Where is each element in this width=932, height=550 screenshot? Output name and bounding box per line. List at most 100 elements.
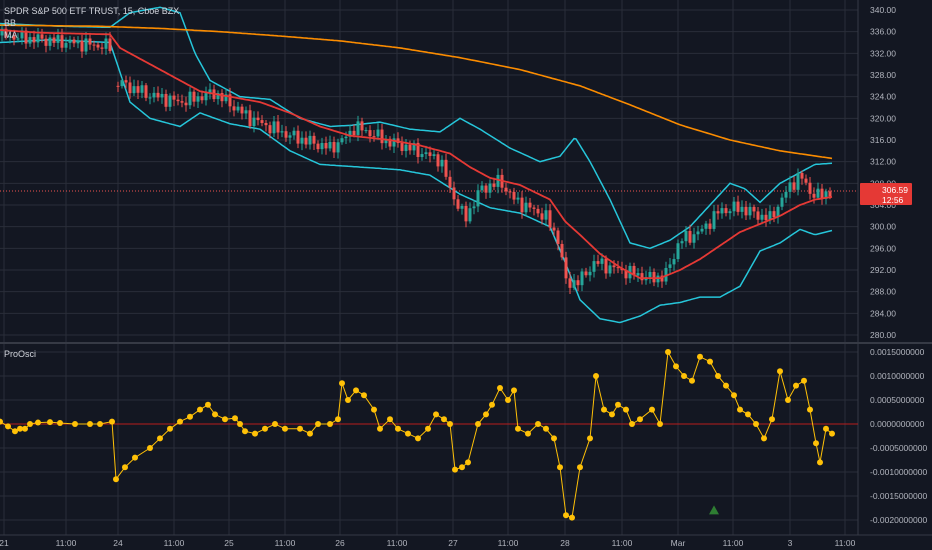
candle-body <box>404 144 408 152</box>
candle-body <box>444 159 448 177</box>
candle-body <box>60 35 64 48</box>
candle-body <box>304 137 308 145</box>
bollinger-lower-line <box>0 39 833 324</box>
candle-body <box>120 80 124 87</box>
x-tick-label: 11:00 <box>835 538 856 548</box>
candle-body <box>232 106 236 111</box>
candle-body <box>280 131 284 133</box>
oscillator-point <box>197 406 203 413</box>
candle-body <box>556 230 560 244</box>
candle-body <box>308 135 312 145</box>
candle-body <box>532 207 536 209</box>
candle-body <box>196 96 200 102</box>
candle-body <box>752 206 756 212</box>
candle-body <box>684 230 688 242</box>
candle-body <box>640 273 644 281</box>
oscillator-point <box>475 421 481 427</box>
candle-body <box>504 187 508 192</box>
candle-body <box>740 206 744 212</box>
oscillator-point <box>0 418 3 425</box>
oscillator-point <box>307 430 313 437</box>
oscillator-point <box>465 459 471 466</box>
candle-body <box>512 191 516 200</box>
candle-body <box>800 172 804 179</box>
candle-body <box>24 30 28 44</box>
oscillator-axis-label: -0.0015000000 <box>870 491 927 501</box>
x-tick-label: Mar <box>671 538 686 548</box>
oscillator-point <box>315 421 321 427</box>
candle-body <box>368 130 372 137</box>
candle-body <box>784 191 788 198</box>
candle-body <box>568 278 572 288</box>
oscillator-point <box>587 435 593 442</box>
oscillator-point <box>569 514 575 521</box>
candle-body <box>132 86 136 94</box>
oscillator-axis-label: 0.0000000000 <box>870 419 925 429</box>
moving-average-line <box>0 29 833 279</box>
candle-body <box>720 208 724 214</box>
price-axis-label: 296.00 <box>870 243 896 253</box>
candle-body <box>584 271 588 276</box>
candle-body <box>668 264 672 268</box>
candle-body <box>632 265 636 276</box>
candle-body <box>388 138 392 147</box>
candle-body <box>676 243 680 260</box>
oscillator-point <box>813 440 819 447</box>
candle-body <box>268 125 272 134</box>
last-price-value: 306.59 <box>882 185 908 195</box>
candle-body <box>220 93 224 102</box>
candle-body <box>704 223 708 229</box>
indicator-label-bb[interactable]: BB <box>4 18 17 28</box>
price-axis-label: 300.00 <box>870 222 896 232</box>
oscillator-point <box>87 421 93 427</box>
candle-body <box>296 130 300 144</box>
candle-body <box>636 273 640 276</box>
candle-body <box>716 211 720 214</box>
candle-body <box>324 143 328 149</box>
x-tick-label: 11:00 <box>164 538 185 548</box>
candle-body <box>528 202 532 208</box>
candle-body <box>776 206 780 218</box>
oscillator-point <box>405 430 411 437</box>
oscillator-point <box>649 406 655 413</box>
oscillator-point <box>212 411 218 418</box>
candle-body <box>312 135 316 144</box>
candle-body <box>252 117 256 127</box>
candle-body <box>48 37 52 46</box>
candle-body <box>468 208 472 222</box>
candle-body <box>724 208 728 214</box>
candle-body <box>616 267 620 269</box>
candle-body <box>744 206 748 216</box>
candle-body <box>432 154 436 157</box>
oscillator-point <box>447 421 453 427</box>
x-tick-label: 11:00 <box>723 538 744 548</box>
candle-body <box>728 211 732 214</box>
oscillator-point <box>415 435 421 442</box>
candle-body <box>76 40 80 44</box>
candle-body <box>360 121 364 131</box>
oscillator-label[interactable]: ProOsci <box>4 349 37 359</box>
oscillator-point <box>167 425 173 432</box>
price-axis-label: 316.00 <box>870 135 896 145</box>
candle-body <box>64 42 68 48</box>
x-tick-label: 26 <box>335 538 345 548</box>
candle-body <box>604 258 608 274</box>
candle-body <box>228 94 232 107</box>
oscillator-point <box>563 512 569 519</box>
candle-body <box>812 193 816 198</box>
candle-body <box>248 110 252 127</box>
candle-body <box>88 38 92 45</box>
x-tick-label: 11:00 <box>56 538 77 548</box>
oscillator-point <box>535 421 541 427</box>
candle-body <box>448 176 452 188</box>
oscillator-point <box>489 401 495 408</box>
candle-body <box>492 183 496 187</box>
candle-body <box>768 211 772 221</box>
candle-body <box>28 37 32 44</box>
candle-body <box>372 136 376 138</box>
candle-body <box>460 205 464 209</box>
candle-body <box>600 258 604 264</box>
indicator-label-ma[interactable]: MA <box>4 30 18 40</box>
x-tick-label: 21 <box>0 538 9 548</box>
